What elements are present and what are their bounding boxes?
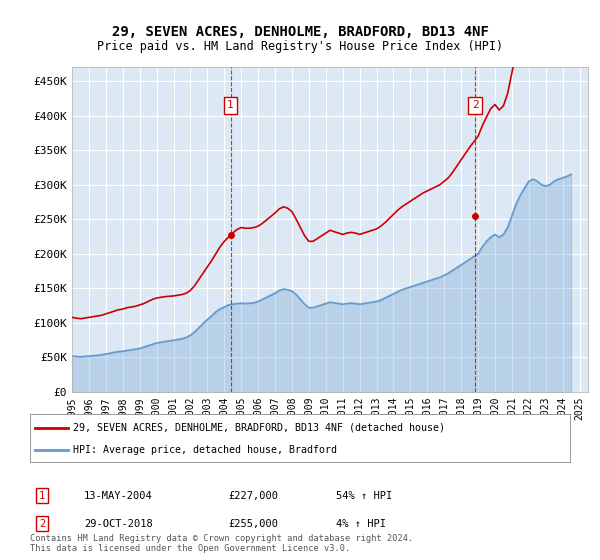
Text: 2: 2 (472, 100, 479, 110)
Text: 13-MAY-2004: 13-MAY-2004 (84, 491, 153, 501)
Text: 1: 1 (39, 491, 45, 501)
Text: HPI: Average price, detached house, Bradford: HPI: Average price, detached house, Brad… (73, 445, 337, 455)
Text: £255,000: £255,000 (228, 519, 278, 529)
Text: 4% ↑ HPI: 4% ↑ HPI (336, 519, 386, 529)
Text: Price paid vs. HM Land Registry's House Price Index (HPI): Price paid vs. HM Land Registry's House … (97, 40, 503, 53)
Text: £227,000: £227,000 (228, 491, 278, 501)
Text: 29-OCT-2018: 29-OCT-2018 (84, 519, 153, 529)
Text: 2: 2 (39, 519, 45, 529)
Text: 29, SEVEN ACRES, DENHOLME, BRADFORD, BD13 4NF: 29, SEVEN ACRES, DENHOLME, BRADFORD, BD1… (112, 25, 488, 39)
Text: 54% ↑ HPI: 54% ↑ HPI (336, 491, 392, 501)
Text: 1: 1 (227, 100, 234, 110)
Text: 29, SEVEN ACRES, DENHOLME, BRADFORD, BD13 4NF (detached house): 29, SEVEN ACRES, DENHOLME, BRADFORD, BD1… (73, 423, 445, 433)
Text: Contains HM Land Registry data © Crown copyright and database right 2024.
This d: Contains HM Land Registry data © Crown c… (30, 534, 413, 553)
